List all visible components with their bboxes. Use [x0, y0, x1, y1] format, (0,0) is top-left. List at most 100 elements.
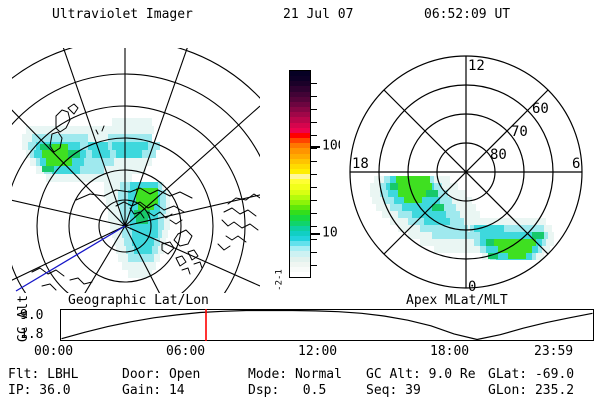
colorbar-minor-tick — [311, 239, 317, 240]
colorbar-band-21 — [290, 179, 310, 185]
status-dsp: Dsp: 0.5 — [248, 383, 327, 398]
colorbar-band-12 — [290, 132, 310, 139]
colorbar-band-23 — [290, 189, 310, 195]
mlt-label-18: 18 — [352, 156, 369, 172]
colorbar-band-10 — [290, 122, 310, 128]
status-glat: GLat: -69.0 — [488, 367, 575, 382]
orbit-y-axis-label: GC Alt — [16, 295, 31, 342]
colorbar-band-11 — [290, 127, 310, 133]
colorbar-minor-tick — [311, 265, 317, 266]
colorbar-band-19 — [290, 168, 310, 175]
status-mode: Mode: Normal — [248, 367, 342, 382]
colorbar-band-31 — [290, 230, 310, 236]
mlt-panel-title: Apex MLat/MLT — [406, 293, 508, 308]
orbit-xtick-1: 06:00 — [166, 344, 206, 359]
colorbar-band-28 — [290, 215, 310, 221]
colorbar-band-36 — [290, 256, 310, 262]
mlt-label-0: 0 — [468, 279, 476, 295]
colorbar-major-tick-100 — [311, 145, 320, 148]
status-flt: Flt: LBHL — [8, 367, 79, 382]
page-title: Ultraviolet Imager — [52, 7, 193, 22]
mlt-plot[interactable]: 12 6 0 18 60 70 80 — [340, 48, 592, 296]
colorbar-band-3 — [290, 86, 310, 92]
orbit-altitude-plot[interactable] — [60, 309, 594, 341]
colorbar-minor-tick — [311, 252, 317, 253]
observation-date: 21 Jul 07 — [283, 7, 354, 22]
colorbar-band-32 — [290, 236, 310, 242]
colorbar-band-30 — [290, 225, 310, 231]
colorbar-band-8 — [290, 112, 310, 118]
status-glon: GLon: 235.2 — [488, 383, 575, 398]
colorbar-band-20 — [290, 174, 310, 180]
mlat-ring-label-70: 70 — [511, 124, 528, 140]
colorbar-band-5 — [290, 96, 310, 102]
orbit-xtick-2: 12:00 — [298, 344, 338, 359]
status-gc-alt: GC Alt: 9.0 Re — [366, 367, 476, 382]
colorbar-minor-tick — [311, 135, 317, 136]
colorbar-major-tick-10 — [311, 233, 320, 236]
colorbar-band-22 — [290, 184, 310, 190]
aurora-oval-pixels — [370, 176, 554, 260]
mlat-ring-label-60: 60 — [532, 101, 549, 117]
colorbar-band-34 — [290, 246, 310, 252]
colorbar-minor-tick — [311, 200, 317, 201]
status-seq: Seq: 39 — [366, 383, 421, 398]
colorbar-minor-tick — [311, 109, 317, 110]
orbit-xtick-4: 23:59 — [534, 344, 574, 359]
colorbar-minor-tick — [311, 148, 317, 149]
mlt-label-6: 6 — [572, 156, 580, 172]
colorbar-minor-tick — [311, 187, 317, 188]
geo-panel-title: Geographic Lat/Lon — [68, 293, 209, 308]
colorbar[interactable]: 100 10 — [289, 70, 345, 278]
colorbar-band-38 — [290, 266, 310, 273]
status-ip: IP: 36.0 — [8, 383, 71, 398]
colorbar-band-15 — [290, 148, 310, 154]
colorbar-minor-tick — [311, 213, 317, 214]
orbit-ytick-low: 1.8 — [20, 327, 44, 342]
geographic-plot[interactable] — [12, 48, 260, 293]
mlt-label-12: 12 — [468, 58, 485, 74]
colorbar-minor-tick — [311, 96, 317, 97]
colorbar-tick-label-10: 10 — [322, 225, 338, 241]
colorbar-tick-label-100: 100 — [322, 138, 346, 154]
colorbar-band-37 — [290, 261, 310, 267]
colorbar-minor-tick — [311, 122, 317, 123]
colorbar-band-26 — [290, 205, 310, 211]
colorbar-gradient — [289, 70, 311, 278]
status-gain: Gain: 14 — [122, 383, 185, 398]
orbit-xtick-3: 18:00 — [430, 344, 470, 359]
colorbar-band-33 — [290, 241, 310, 247]
terminator-track — [15, 225, 126, 292]
colorbar-band-39 — [290, 272, 310, 278]
colorbar-band-1 — [290, 76, 310, 82]
colorbar-band-14 — [290, 143, 310, 149]
colorbar-minor-tick — [311, 226, 317, 227]
orbit-xtick-0: 00:00 — [34, 344, 74, 359]
colorbar-band-18 — [290, 163, 310, 169]
colorbar-minor-tick — [311, 161, 317, 162]
colorbar-band-9 — [290, 117, 310, 123]
observation-time: 06:52:09 UT — [424, 7, 511, 22]
coastlines — [31, 103, 260, 291]
orbit-altitude-canvas — [60, 309, 594, 341]
colorbar-band-25 — [290, 199, 310, 206]
geographic-plot-canvas — [12, 48, 260, 293]
mlat-ring-label-80: 80 — [490, 147, 507, 163]
status-door: Door: Open — [122, 367, 201, 382]
colorbar-minor-tick — [311, 174, 317, 175]
orbit-altitude-curve — [61, 309, 593, 341]
colorbar-band-0 — [290, 71, 310, 77]
colorbar-band-7 — [290, 107, 310, 113]
colorbar-band-16 — [290, 153, 310, 159]
colorbar-band-17 — [290, 158, 310, 164]
colorbar-axis-label: photon cm-2s-1 — [274, 263, 485, 291]
mlt-plot-canvas: 12 6 0 18 60 70 80 — [340, 48, 592, 296]
colorbar-band-13 — [290, 138, 310, 144]
aurora-emission-pixels — [22, 118, 170, 278]
colorbar-band-24 — [290, 194, 310, 200]
colorbar-band-6 — [290, 101, 310, 108]
colorbar-minor-tick — [311, 83, 317, 84]
meridians — [12, 48, 260, 293]
colorbar-band-2 — [290, 81, 310, 87]
